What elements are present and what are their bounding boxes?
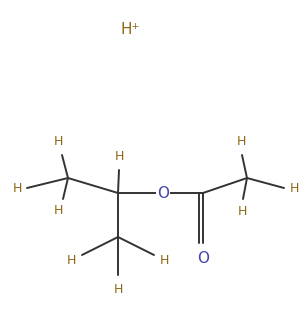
Text: H: H (236, 135, 246, 148)
Text: H: H (53, 204, 63, 217)
Text: H: H (53, 135, 63, 148)
Text: H: H (13, 181, 22, 194)
Text: H: H (290, 181, 299, 194)
Text: H: H (160, 254, 169, 266)
Text: O: O (157, 186, 169, 201)
Text: H⁺: H⁺ (120, 22, 140, 37)
Text: O: O (197, 251, 209, 266)
Text: H: H (237, 205, 247, 218)
Text: H: H (114, 150, 124, 163)
Text: H: H (113, 283, 123, 296)
Text: H: H (67, 254, 76, 266)
